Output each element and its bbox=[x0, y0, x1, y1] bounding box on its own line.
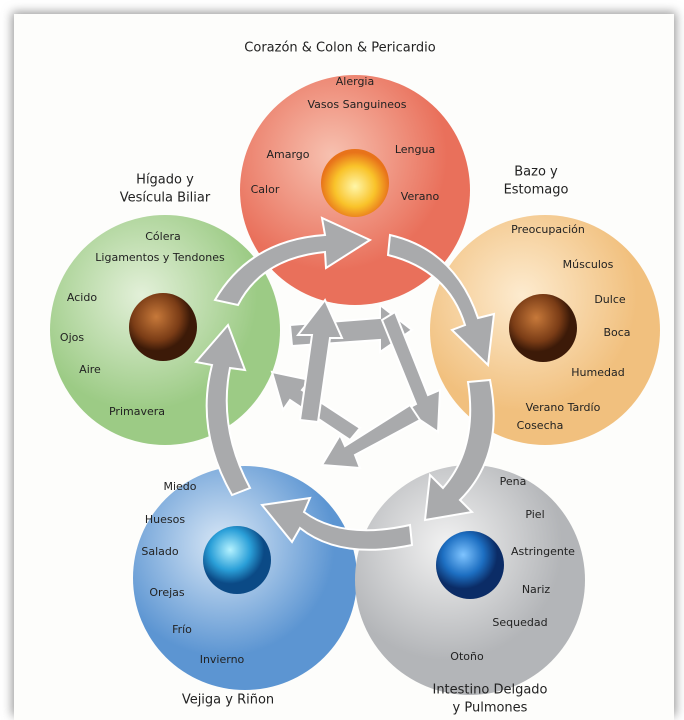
element-item: Pena bbox=[500, 475, 527, 488]
element-item: Humedad bbox=[571, 366, 624, 379]
orb bbox=[321, 149, 389, 217]
element-item: Dulce bbox=[594, 293, 626, 306]
element-title: Vejiga y Riñon bbox=[182, 693, 274, 708]
element-item: Cólera bbox=[145, 230, 181, 243]
orb bbox=[509, 294, 577, 362]
element-item: Calor bbox=[251, 183, 280, 196]
element-item: Cosecha bbox=[517, 419, 564, 432]
element-item: Astringente bbox=[511, 545, 575, 558]
element-item: Lengua bbox=[395, 143, 435, 156]
element-item: Salado bbox=[141, 545, 179, 558]
element-item: Piel bbox=[525, 508, 544, 521]
element-title: Bazo y bbox=[514, 165, 558, 180]
element-item: Preocupación bbox=[511, 223, 585, 236]
element-item: Alergia bbox=[336, 75, 374, 88]
element-item: Miedo bbox=[163, 480, 196, 493]
element-item: Músculos bbox=[563, 258, 614, 271]
element-item: Boca bbox=[603, 326, 630, 339]
element-item: Huesos bbox=[145, 513, 185, 526]
element-item: Otoño bbox=[450, 650, 484, 663]
element-item: Ligamentos y Tendones bbox=[95, 251, 225, 264]
diagram-title: Corazón & Colon & Pericardio bbox=[244, 41, 435, 56]
element-item: Invierno bbox=[200, 653, 245, 666]
element-item: Amargo bbox=[266, 148, 309, 161]
element-item: Vasos Sanguineos bbox=[307, 98, 406, 111]
element-title: Estomago bbox=[504, 183, 569, 198]
element-item: Aire bbox=[79, 363, 101, 376]
element-item: Sequedad bbox=[492, 616, 547, 629]
element-title: Hígado y bbox=[136, 173, 194, 188]
element-item: Verano bbox=[401, 190, 440, 203]
element-item: Acido bbox=[67, 291, 97, 304]
diagram: Corazón & Colon & Pericardio Alergia Vasos… bbox=[0, 0, 684, 720]
orb bbox=[203, 526, 271, 594]
element-item: Primavera bbox=[109, 405, 165, 418]
element-title: Vesícula Biliar bbox=[120, 191, 211, 206]
element-title: Intestino Delgado bbox=[432, 683, 547, 698]
orb bbox=[129, 293, 197, 361]
element-item: Verano Tardío bbox=[526, 401, 601, 414]
element-item: Ojos bbox=[60, 331, 84, 344]
element-item: Orejas bbox=[149, 586, 185, 599]
orb bbox=[436, 531, 504, 599]
element-title: y Pulmones bbox=[453, 701, 528, 716]
element-item: Frío bbox=[172, 623, 192, 636]
element-item: Nariz bbox=[522, 583, 551, 596]
